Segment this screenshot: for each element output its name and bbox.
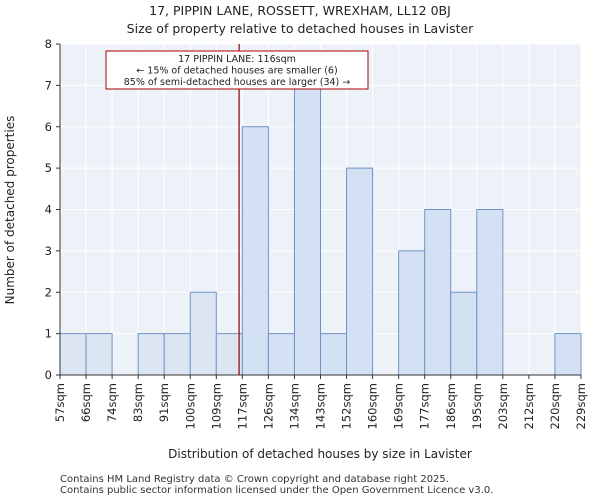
x-tick-label: 126sqm <box>261 383 275 429</box>
x-tick-label: 169sqm <box>392 383 406 429</box>
histogram-bar <box>59 333 87 376</box>
x-tick-label: 186sqm <box>444 383 458 429</box>
annotation-box <box>105 50 369 90</box>
y-tick-label: 1 <box>45 327 52 341</box>
x-tick-label: 100sqm <box>183 383 197 429</box>
x-tick-label: 109sqm <box>209 383 223 429</box>
histogram-bar <box>554 333 582 376</box>
histogram-bar <box>293 84 322 376</box>
x-tick-label: 117sqm <box>235 383 249 429</box>
x-tick-label: 74sqm <box>105 383 119 422</box>
y-tick-label: 5 <box>45 161 52 175</box>
y-tick-label: 8 <box>45 37 52 51</box>
x-tick-label: 212sqm <box>522 383 536 429</box>
x-tick-label: 195sqm <box>470 383 484 429</box>
histogram-bar <box>241 126 269 376</box>
chart-title-address: 17, PIPPIN LANE, ROSSETT, WREXHAM, LL12 … <box>149 3 451 18</box>
annotation-text: 17 PIPPIN LANE: 116sqm <box>178 54 296 65</box>
y-tick-label: 6 <box>45 120 52 134</box>
x-tick-label: 83sqm <box>131 383 145 422</box>
chart-title: Size of property relative to detached ho… <box>126 21 474 36</box>
annotation-text: 85% of semi-detached houses are larger (… <box>124 77 351 88</box>
x-tick-label: 66sqm <box>79 383 93 422</box>
annotation-text: ← 15% of detached houses are smaller (6) <box>136 66 337 77</box>
x-tick-label: 220sqm <box>548 383 562 429</box>
y-tick-label: 4 <box>45 203 52 217</box>
x-axis-label: Distribution of detached houses by size … <box>168 447 472 461</box>
histogram-bar <box>398 250 426 376</box>
histogram-bar <box>476 209 504 376</box>
x-tick-label: 177sqm <box>418 383 432 429</box>
y-tick-label: 0 <box>45 368 52 382</box>
histogram-bar <box>163 333 191 376</box>
histogram-bar <box>450 291 478 376</box>
y-tick-label: 3 <box>45 244 52 258</box>
footer-copyright: Contains HM Land Registry data © Crown c… <box>60 474 449 485</box>
histogram-bar <box>320 333 348 376</box>
x-tick-label: 57sqm <box>53 383 67 422</box>
y-tick-label: 7 <box>45 78 52 92</box>
y-tick-label: 2 <box>45 285 52 299</box>
x-tick-label: 160sqm <box>366 383 380 429</box>
histogram-bar <box>346 167 374 376</box>
histogram-bar <box>215 333 243 376</box>
histogram-bar <box>267 333 295 376</box>
x-tick-label: 91sqm <box>157 383 171 422</box>
histogram-bar <box>424 209 452 376</box>
x-tick-label: 143sqm <box>314 383 328 429</box>
histogram-bar <box>137 333 165 376</box>
footer-licence: Contains public sector information licen… <box>60 485 494 496</box>
x-tick-label: 152sqm <box>340 383 354 429</box>
y-axis-label: Number of detached properties <box>3 116 17 305</box>
x-tick-label: 134sqm <box>287 383 301 429</box>
histogram-bar <box>85 333 113 376</box>
x-tick-label: 203sqm <box>496 383 510 429</box>
histogram-bar <box>189 291 217 376</box>
plot-area: 0 1 2 3 4 5 6 7 8 57sqm 66sqm 74sqm 83sqm 91sqm 100sqm… <box>45 37 588 429</box>
x-tick-label: 229sqm <box>574 383 588 429</box>
